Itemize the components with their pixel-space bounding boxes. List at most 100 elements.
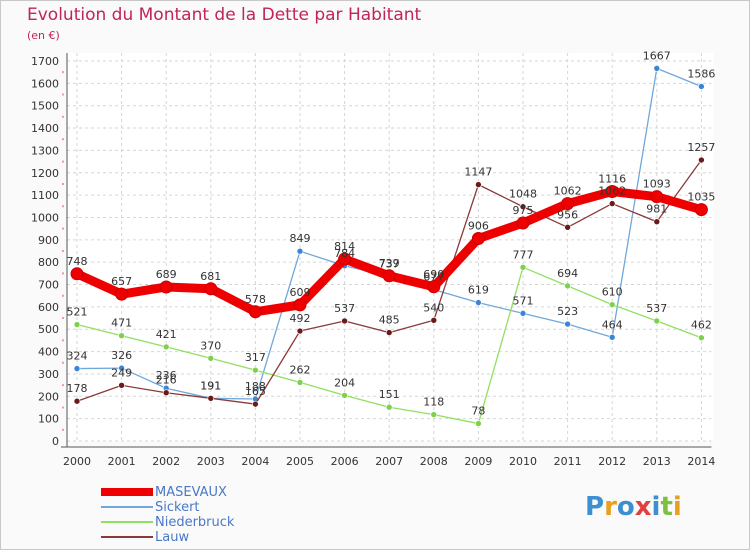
data-label: 537 [334,302,355,315]
x-tick-label: 2011 [554,455,582,468]
data-point [698,334,705,342]
data-point [115,287,129,301]
data-point [519,203,527,211]
data-point [475,299,482,306]
y-tick-label: 1600 [31,77,59,90]
data-point [608,333,616,341]
data-point [159,280,173,294]
data-label: 849 [290,232,311,245]
data-label: 178 [67,382,88,395]
y-tick-label: 500 [38,323,59,336]
data-label: 324 [67,350,88,363]
y-tick-label: 1400 [31,122,59,135]
data-label: 262 [290,363,311,376]
x-tick-label: 2007 [375,455,403,468]
data-point [608,301,616,308]
data-point [73,321,81,328]
data-point [382,269,396,283]
logo-letter: o [616,492,635,522]
x-tick-label: 2003 [197,455,225,468]
data-label: 737 [379,257,400,270]
data-point [471,231,485,245]
data-point [252,366,259,374]
legend-swatch [101,488,153,496]
y-tick-label: 1500 [31,100,59,113]
data-label: 610 [602,286,623,299]
data-label: 981 [646,203,667,216]
logo-letter: x [634,492,652,522]
data-point [162,343,170,351]
data-label: 165 [245,385,266,398]
data-label: 1093 [643,178,671,191]
y-tick-label: 1700 [31,55,59,68]
data-point [118,364,125,372]
data-label: 1667 [643,49,671,62]
chart-title: Evolution du Montant de la Dette par Hab… [27,5,422,25]
y-tick-label: 700 [38,279,59,292]
y-tick-label: 400 [38,346,59,359]
series-layer [70,65,708,427]
y-tick-label: 300 [38,368,59,381]
data-point [293,298,307,312]
data-label: 975 [513,204,534,217]
legend-swatch [101,536,153,538]
data-point [252,400,259,408]
x-tick-label: 2012 [598,455,626,468]
data-point [564,320,571,328]
data-label: 657 [111,275,132,288]
data-point [653,65,661,72]
data-label: 1062 [598,185,626,198]
y-tick-label: 1200 [31,167,59,180]
data-label: 677 [423,271,444,284]
series-niederbruck [73,264,705,427]
data-point [204,282,218,296]
x-tick-label: 2013 [643,455,671,468]
data-label: 777 [513,248,534,261]
data-label: 421 [156,328,177,341]
y-tick-label: 900 [38,234,59,247]
x-tick-label: 2008 [420,455,448,468]
data-label: 78 [471,405,485,418]
data-label: 118 [423,396,444,409]
data-label: 784 [334,247,355,260]
data-point [653,218,661,226]
data-label: 521 [67,306,88,319]
data-point [207,395,215,402]
x-tick-label: 2010 [509,455,537,468]
logo-letter: P [585,492,605,522]
data-point [605,185,619,199]
data-label: 326 [111,349,132,362]
proxiti-logo: Proxiti [585,492,682,522]
data-label: 956 [557,208,578,221]
data-label: 151 [379,388,400,401]
data-label: 1062 [554,185,582,198]
data-point [73,365,81,372]
x-tick-label: 2004 [241,455,269,468]
legend-swatch [101,506,153,508]
grid [67,53,714,442]
data-point [296,379,304,386]
data-point [698,156,705,164]
data-label: 1116 [598,173,626,186]
data-point [296,327,304,335]
data-label: 188 [245,380,266,393]
data-label: 619 [468,284,489,297]
legend-label: Lauw [155,530,190,545]
data-label: 689 [156,268,177,281]
data-label: 814 [334,240,355,253]
data-label: 492 [290,312,311,325]
data-label: 537 [646,302,667,315]
data-label: 471 [111,317,132,330]
data-point [608,200,616,207]
data-label: 485 [379,314,400,327]
data-point [561,197,575,211]
data-point [338,252,352,266]
plot-area [67,53,714,441]
y-tick-label: 0 [52,435,59,448]
x-tick-label: 2014 [687,455,715,468]
data-label: 578 [245,293,266,306]
data-point [385,403,393,411]
y-tick-label: 800 [38,256,59,269]
data-point [118,332,125,340]
data-point [519,310,527,317]
